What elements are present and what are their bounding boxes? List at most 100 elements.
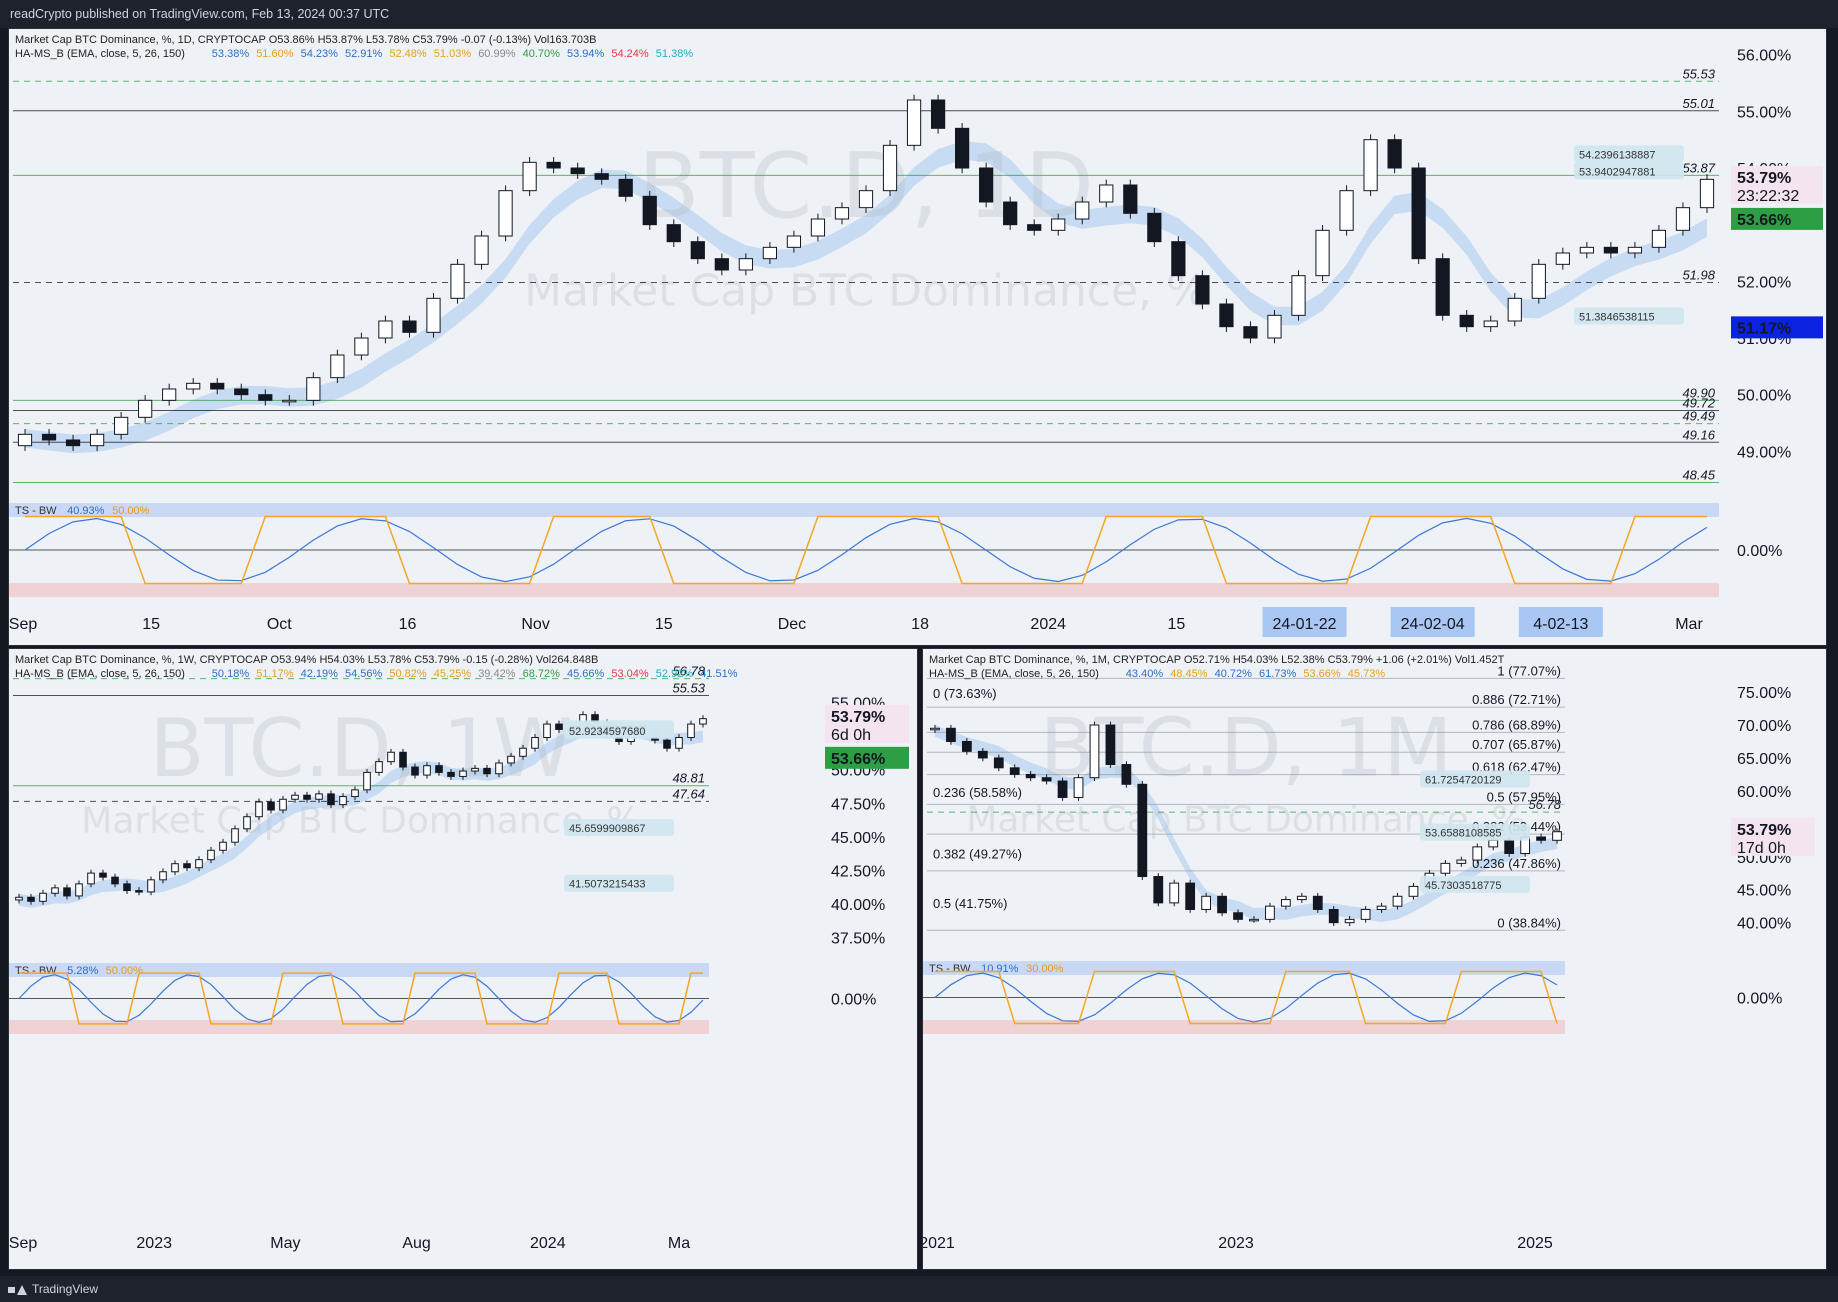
candle-body xyxy=(762,246,777,260)
candle-body xyxy=(111,876,119,885)
value-tag-text: 51.3846538115 xyxy=(1579,311,1655,323)
value-tag: 53.6588108585 xyxy=(1420,823,1530,841)
legend-indicator-value: 42.19% xyxy=(301,668,339,680)
candle-body xyxy=(555,723,563,730)
chart-panel-daily[interactable]: BTC.D, 1D Market Cap BTC Dominance, % 55.5… xyxy=(8,28,1827,646)
candle-body xyxy=(882,144,898,192)
publish-header: readCrypto published on TradingView.com,… xyxy=(0,0,1838,28)
candle-body xyxy=(570,167,585,175)
price-badge-bg xyxy=(1731,165,1823,204)
candle-body xyxy=(1411,167,1426,260)
candle-body xyxy=(1051,218,1066,231)
osc-line xyxy=(24,517,1708,583)
candle-body xyxy=(1339,190,1354,231)
y-tick-label: 40.00% xyxy=(1737,916,1791,933)
candle-body xyxy=(1099,184,1114,203)
y-tick-label: 70.00% xyxy=(1737,718,1791,735)
blue-badge-text: 51.17% xyxy=(1737,320,1791,337)
candle-body xyxy=(993,757,1004,769)
candle-body xyxy=(618,178,633,197)
fib-label: 0.886 (72.71%) xyxy=(1472,692,1561,707)
candle-body xyxy=(1057,780,1068,798)
x-tick-label: 2023 xyxy=(136,1235,172,1252)
x-tick-label: 4-02-13 xyxy=(1533,616,1588,633)
candle-body xyxy=(1073,777,1084,798)
candle-body xyxy=(1105,724,1116,766)
level-label: 47.64 xyxy=(672,786,705,801)
candle-body xyxy=(207,849,215,861)
x-tick-label: Aug xyxy=(402,1235,430,1252)
candle-body xyxy=(423,765,431,776)
candle-body xyxy=(1315,229,1330,277)
candle-body xyxy=(1123,184,1138,214)
candle-body xyxy=(1171,241,1186,277)
candle-body xyxy=(1249,918,1259,922)
candle-body xyxy=(1507,297,1522,322)
candle-body xyxy=(977,750,988,759)
legend-line-2: HA-MS_B (EMA, close, 5, 26, 150) 43.40% 48… xyxy=(929,668,1385,680)
legend-indicator-value: 51.17% xyxy=(256,668,294,680)
candle-body xyxy=(930,727,940,731)
osc-value2: 30.00% xyxy=(1026,963,1064,975)
x-tick-label: 2024 xyxy=(530,1235,566,1252)
candle-body xyxy=(483,767,491,775)
value-tag-bg xyxy=(1420,823,1530,841)
legend-indicator-value: 54.24% xyxy=(611,48,649,60)
candle-body xyxy=(426,297,441,333)
x-tick-label: 2023 xyxy=(1218,1235,1254,1252)
legend-indicator-value: 48.45% xyxy=(1170,668,1208,680)
candle-body xyxy=(89,433,105,447)
candle-body xyxy=(1147,212,1162,243)
x-tick-label: Sep xyxy=(9,616,37,633)
y-tick-label: 52.00% xyxy=(1737,274,1791,291)
candle-body xyxy=(1280,899,1291,907)
y-tick-label: 56.00% xyxy=(1737,48,1791,65)
value-tag: 51.3846538115 xyxy=(1574,307,1684,325)
chart-panel-monthly[interactable]: BTC.D, 1M Market Cap BTC Dominance, % 56.7… xyxy=(922,648,1827,1270)
legend-indicator-value: 51.60% xyxy=(256,48,294,60)
candles-group xyxy=(930,721,1562,927)
candle-body xyxy=(471,767,479,772)
x-tick-label: Nov xyxy=(521,616,549,633)
candle-body xyxy=(447,771,455,777)
footer-bar: TradingView xyxy=(0,1276,1838,1302)
legend-indicator-value: 43.40% xyxy=(1126,668,1164,680)
green-badge-text: 53.66% xyxy=(831,751,885,768)
osc-step-line xyxy=(934,970,1558,1025)
candle-body xyxy=(114,416,129,435)
legend-indicator-name: HA-MS_B (EMA, close, 5, 26, 150) xyxy=(15,48,185,60)
chart-panel-weekly[interactable]: BTC.D, 1W Market Cap BTC Dominance, % 56.7… xyxy=(8,648,918,1270)
candle-body xyxy=(522,161,537,192)
fib-left-label: 0.382 (49.27%) xyxy=(933,847,1022,862)
legend-indicator-value: 53.66% xyxy=(1303,668,1341,680)
y-tick-label: 37.50% xyxy=(831,931,885,948)
candle-body xyxy=(1195,275,1210,305)
candle-body xyxy=(1555,252,1570,265)
candle-body xyxy=(1217,895,1227,914)
osc-step-line xyxy=(19,972,703,1025)
x-tick-label: May xyxy=(270,1235,300,1252)
candle-body xyxy=(255,801,263,818)
candle-body xyxy=(411,766,419,776)
x-tick-label: Ma xyxy=(668,1235,690,1252)
candle-body xyxy=(1408,885,1419,897)
weekly-chart-svg[interactable]: BTC.D, 1W Market Cap BTC Dominance, % 56.7… xyxy=(9,649,917,1269)
osc-value1: 40.93% xyxy=(67,505,105,517)
y-tick-label: 60.00% xyxy=(1737,784,1791,801)
candle-body xyxy=(858,190,874,209)
candle-body xyxy=(1233,912,1243,920)
value-tag: 45.7303518775 xyxy=(1420,875,1530,893)
ema-ribbon-group xyxy=(19,721,703,908)
candle-body xyxy=(594,173,609,180)
candle-body xyxy=(282,399,297,403)
candle-body xyxy=(498,190,513,237)
candle-body xyxy=(1009,767,1020,775)
candle-body xyxy=(834,207,850,220)
value-tag-bg xyxy=(564,818,674,836)
publish-header-text: readCrypto published on TradingView.com,… xyxy=(10,7,390,21)
legend-line-1: Market Cap BTC Dominance, %, 1M, CRYPTOC… xyxy=(929,654,1505,666)
value-tag-bg xyxy=(1420,875,1530,893)
ema-ribbon xyxy=(19,721,703,908)
